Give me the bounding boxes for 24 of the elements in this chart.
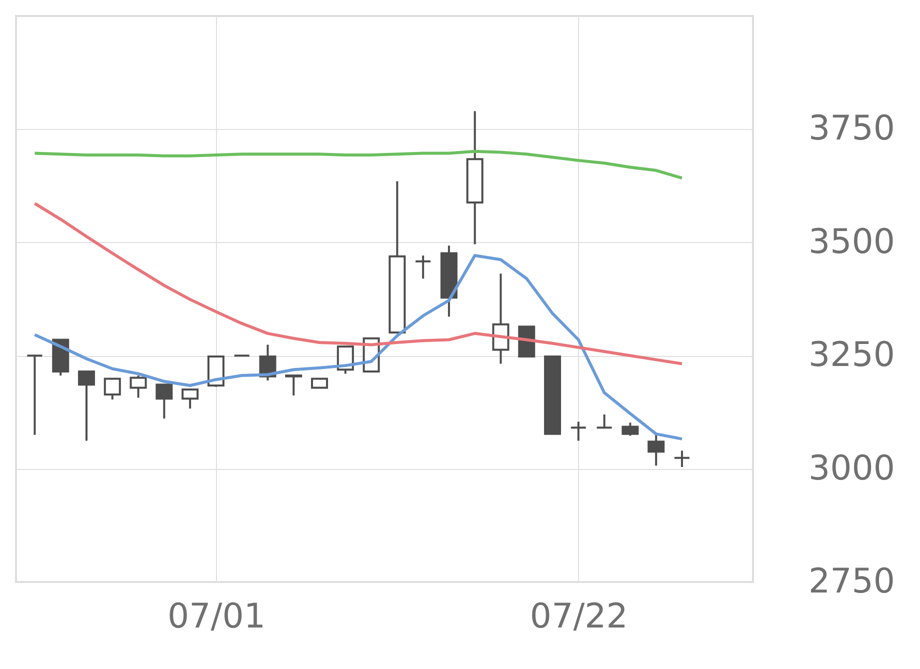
line-series	[33, 202, 684, 366]
line-series	[33, 150, 684, 180]
candlestick	[570, 420, 587, 442]
candlestick	[78, 370, 95, 442]
y-tick-label: 2750	[808, 562, 896, 602]
candlestick	[104, 378, 121, 401]
candlestick	[622, 422, 639, 437]
y-tick-label: 3500	[808, 222, 896, 262]
y-tick-label: 3000	[808, 448, 896, 488]
candlestick	[182, 388, 199, 410]
y-tick-label: 3750	[808, 108, 896, 149]
x-tick-label: 07/01	[167, 596, 266, 636]
x-tick-label: 07/22	[530, 596, 628, 636]
candlestick	[130, 374, 147, 399]
line-series	[33, 254, 684, 440]
candlestick	[596, 413, 613, 429]
candlestick	[673, 450, 690, 468]
candlestick	[648, 434, 665, 467]
candlestick	[156, 384, 173, 420]
candlestick	[26, 354, 44, 436]
y-tick-label: 3250	[808, 335, 896, 376]
candlestick	[285, 374, 302, 396]
candlestick	[414, 254, 432, 280]
candlestick	[311, 378, 328, 389]
